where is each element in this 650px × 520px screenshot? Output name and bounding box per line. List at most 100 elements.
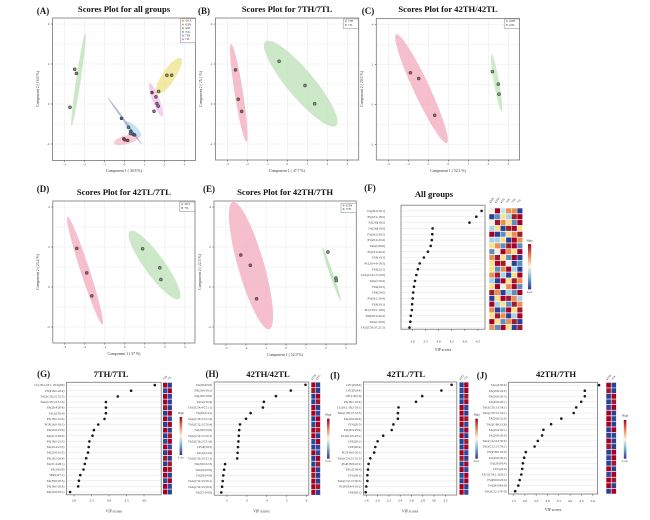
svg-text:42TH: 42TH	[606, 374, 612, 381]
svg-text:-3: -3	[387, 162, 390, 166]
svg-text:7TH: 7TH	[346, 208, 351, 211]
svg-text:0: 0	[48, 285, 50, 289]
svg-text:-1: -1	[265, 346, 268, 350]
svg-text:Low: Low	[326, 459, 332, 463]
svg-text:FA(29:0/9): FA(29:0/9)	[51, 468, 65, 472]
svg-text:PS(18:2-20:4): PS(18:2-20:4)	[367, 297, 385, 301]
svg-text:2: 2	[164, 163, 166, 167]
svg-text:-2: -2	[83, 163, 86, 167]
svg-text:FA(29:0/19:0): FA(29:0/19:0)	[195, 428, 213, 432]
svg-text:-1: -1	[266, 162, 269, 166]
svg-text:4.5: 4.5	[579, 499, 584, 503]
svg-text:3: 3	[347, 162, 349, 166]
svg-text:FA(29:4/4:1): FA(29:4/4:1)	[196, 411, 212, 415]
svg-text:2.5: 2.5	[89, 499, 94, 503]
svg-text:LPE(20:1): LPE(20:1)	[348, 490, 361, 494]
svg-text:42CK: 42CK	[185, 20, 191, 23]
svg-text:FA(29:6/18:1): FA(29:6/18:1)	[195, 389, 213, 393]
svg-text:4.0: 4.0	[463, 340, 468, 344]
svg-text:3: 3	[184, 345, 186, 349]
svg-text:FA(29:4/23:3): FA(29:4/23:3)	[47, 445, 65, 449]
svg-text:TAG(C54:2/C52:5): TAG(C54:2/C52:5)	[337, 456, 361, 460]
svg-text:2.5: 2.5	[423, 340, 428, 344]
svg-text:TAG(C52:2/C50:4): TAG(C52:2/C50:4)	[188, 423, 212, 427]
svg-text:-1: -1	[427, 162, 430, 166]
svg-text:4: 4	[209, 205, 211, 209]
svg-text:7CK: 7CK	[506, 198, 512, 204]
svg-text:LPE(20:4): LPE(20:4)	[348, 445, 361, 449]
svg-text:1: 1	[307, 162, 309, 166]
svg-text:4: 4	[48, 205, 50, 209]
svg-text:PS(18:0-22:5): PS(18:0-22:5)	[47, 440, 65, 444]
svg-text:TAG(C52:1/C54:1): TAG(C52:1/C54:1)	[482, 445, 506, 449]
svg-text:FA(29:0/22:3): FA(29:0/22:3)	[195, 462, 213, 466]
svg-text:-2: -2	[370, 143, 373, 147]
svg-text:4.0: 4.0	[568, 499, 573, 503]
svg-text:Scores Plot for all groups: Scores Plot for all groups	[78, 4, 171, 14]
svg-text:FA(31:0/28:0): FA(31:0/28:0)	[47, 434, 65, 438]
svg-text:TAG(C58:1/C52:5): TAG(C58:1/C52:5)	[337, 411, 361, 415]
svg-text:0: 0	[48, 102, 50, 106]
svg-text:0: 0	[447, 162, 449, 166]
svg-text:TAG(C54:3/C56:2): TAG(C54:3/C56:2)	[188, 485, 212, 489]
svg-text:(I): (I)	[330, 371, 340, 381]
svg-text:FA(29:0/20:0): FA(29:0/20:0)	[489, 434, 507, 438]
svg-text:2.6: 2.6	[409, 499, 414, 503]
svg-text:7TH/7TL: 7TH/7TL	[94, 369, 129, 379]
svg-text:-2: -2	[245, 346, 248, 350]
svg-text:TAG(C54:4): TAG(C54:4)	[196, 451, 212, 455]
svg-text:5: 5	[286, 499, 288, 503]
svg-text:Scores Plot for 42TH/42TL: Scores Plot for 42TH/42TL	[398, 4, 497, 14]
svg-text:TAG(C56:4): TAG(C56:4)	[196, 400, 212, 404]
svg-text:FA(29:0/22:0): FA(29:0/22:0)	[489, 417, 507, 421]
svg-text:LPE(20:1): LPE(20:1)	[348, 439, 361, 443]
svg-text:7TH: 7TH	[185, 35, 190, 38]
svg-text:7CK: 7CK	[185, 31, 190, 34]
svg-text:FA(26)(18:2): FA(26)(18:2)	[369, 221, 385, 225]
svg-text:4.0: 4.0	[142, 499, 147, 503]
svg-text:1.5: 1.5	[511, 499, 516, 503]
svg-text:3.5: 3.5	[450, 340, 455, 344]
svg-text:1.8: 1.8	[364, 499, 369, 503]
svg-text:42TL: 42TL	[459, 374, 465, 381]
svg-text:FA(29:0/29:0): FA(29:0/29:0)	[344, 417, 362, 421]
svg-text:TAG(C56:3/C52:1): TAG(C56:3/C52:1)	[188, 457, 212, 461]
svg-text:3: 3	[246, 499, 248, 503]
svg-text:42CK: 42CK	[489, 197, 495, 204]
svg-text:Scores Plot for 7TH/7TL: Scores Plot for 7TH/7TL	[242, 4, 333, 14]
svg-text:TAG(9:0/8:0): TAG(9:0/8:0)	[195, 468, 212, 472]
svg-text:2.4: 2.4	[398, 499, 403, 503]
svg-text:TAG(C60:6): TAG(C60:6)	[369, 244, 385, 248]
svg-text:TAG(C54:4/C51:1): TAG(C54:4/C51:1)	[188, 406, 212, 410]
svg-text:PC(20:4/9-20:1): PC(20:4/9-20:1)	[341, 434, 361, 438]
svg-text:(G): (G)	[37, 369, 50, 379]
svg-text:TAG(C56:2/C52:5): TAG(C56:2/C52:5)	[40, 395, 64, 399]
svg-text:FA(38:0/20:3): FA(38:0/20:3)	[47, 479, 65, 483]
svg-text:-2: -2	[210, 142, 213, 146]
svg-text:42TH/42TL: 42TH/42TL	[246, 369, 290, 379]
svg-text:FA(29:4/29:4): FA(29:4/29:4)	[344, 428, 362, 432]
svg-text:42TL: 42TL	[185, 27, 191, 30]
svg-text:FA(29:0/9:4): FA(29:0/9:4)	[490, 461, 506, 465]
svg-text:3.5: 3.5	[124, 499, 129, 503]
svg-text:3: 3	[507, 162, 509, 166]
svg-text:TAG(C52:1/C50:3): TAG(C52:1/C50:3)	[337, 479, 361, 483]
svg-text:FFA(22:5): FFA(22:5)	[372, 267, 385, 271]
svg-text:0: 0	[372, 103, 374, 107]
svg-text:TAG(C56:1/C54:1): TAG(C56:1/C54:1)	[482, 406, 506, 410]
svg-text:Component 2 ( 20.5 %): Component 2 ( 20.5 %)	[360, 70, 364, 106]
svg-text:Component 1 ( 52.1 %): Component 1 ( 52.1 %)	[430, 169, 466, 173]
svg-text:FA(29:0/24:0): FA(29:0/24:0)	[489, 389, 507, 393]
svg-text:-2: -2	[246, 162, 249, 166]
svg-text:-2: -2	[407, 162, 410, 166]
svg-text:1: 1	[467, 162, 469, 166]
svg-text:-2: -2	[208, 325, 211, 329]
svg-text:7TH: 7TH	[348, 20, 353, 23]
svg-text:Component 1 ( 47.7 %): Component 1 ( 47.7 %)	[269, 169, 305, 173]
svg-text:VIP scores: VIP scores	[253, 510, 270, 514]
svg-text:FA(29:4/20:4): FA(29:4/20:4)	[47, 406, 65, 410]
svg-text:7TL: 7TL	[517, 198, 522, 204]
svg-text:2: 2	[487, 162, 489, 166]
svg-text:7TL: 7TL	[464, 375, 469, 381]
svg-text:0: 0	[124, 345, 126, 349]
